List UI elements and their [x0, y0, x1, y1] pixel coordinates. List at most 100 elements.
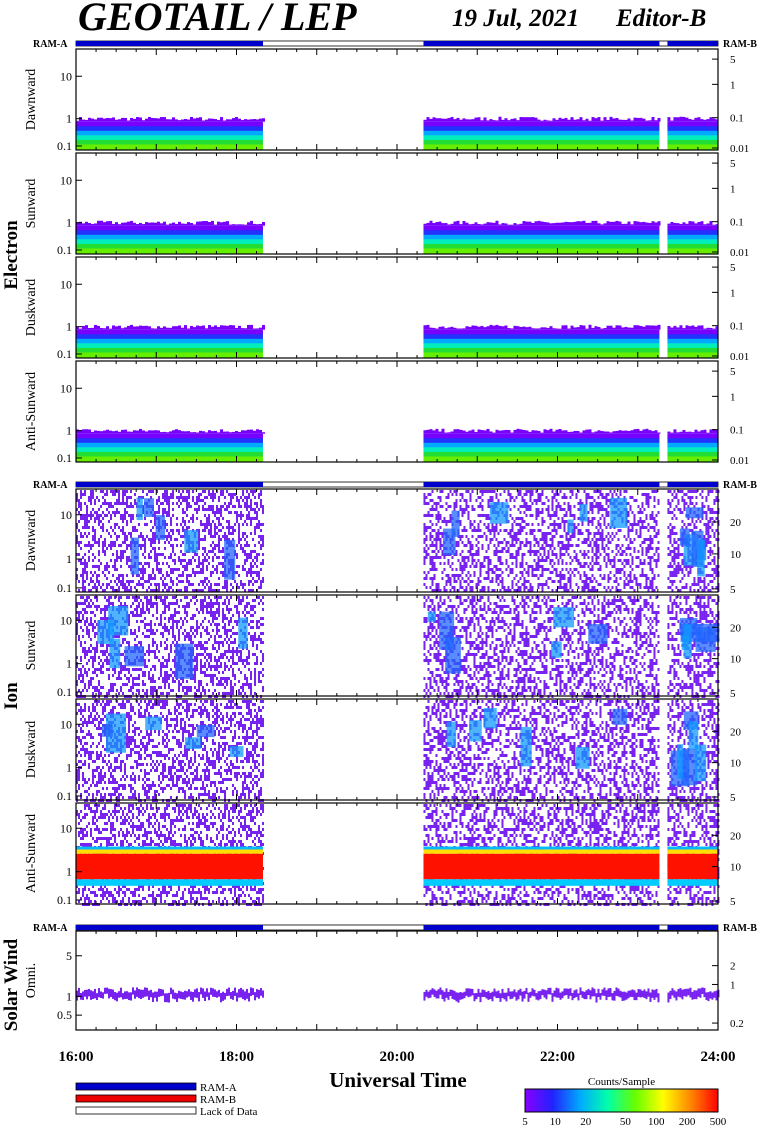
- ion-count-pixel: [186, 505, 188, 508]
- ion-count-pixel: [122, 490, 124, 493]
- ion-count-pixel: [683, 574, 686, 577]
- spectrum-noise: [181, 223, 184, 226]
- spectrum-noise: [706, 223, 710, 226]
- ion-count-pixel: [693, 580, 696, 583]
- ion-count-pixel: [493, 532, 496, 535]
- spectrum-noise: [106, 117, 109, 122]
- ion-count-pixel: [595, 547, 598, 550]
- spectrum-noise: [262, 118, 265, 122]
- ion-count-pixel: [429, 577, 432, 580]
- ion-count-pixel: [208, 493, 210, 496]
- ion-count-pixel: [96, 565, 98, 568]
- ion-count-pixel: [683, 505, 686, 508]
- ion-count-pixel: [589, 541, 592, 544]
- ion-count-pixel: [591, 517, 594, 520]
- spectrum-noise: [516, 120, 520, 122]
- ion-count-pixel: [427, 502, 430, 505]
- ion-count-pixel: [633, 547, 636, 550]
- ion-count-pixel: [565, 535, 568, 538]
- ion-count-pixel: [673, 571, 676, 574]
- ion-count-pixel: [565, 550, 568, 553]
- spectrum-noise: [528, 326, 532, 330]
- ion-count-pixel: [156, 511, 158, 514]
- ion-count-pixel: [198, 556, 200, 559]
- ion-count-pixel: [711, 529, 714, 532]
- spectrum-band: [423, 144, 660, 150]
- ion-count-pixel: [647, 556, 650, 559]
- spectrum-noise: [175, 119, 178, 122]
- ion-count-pixel: [152, 568, 154, 571]
- ion-count-pixel: [465, 505, 468, 508]
- ion-count-pixel: [479, 505, 482, 508]
- ion-count-pixel: [78, 638, 80, 641]
- ion-count-pixel: [150, 550, 152, 553]
- ion-count-pixel: [585, 577, 588, 580]
- ion-count-pixel: [204, 526, 206, 529]
- ion-count-pixel: [641, 574, 644, 577]
- ion-count-pixel: [507, 547, 510, 550]
- ion-count-pixel: [447, 559, 450, 562]
- ion-count-pixel: [120, 665, 122, 668]
- ion-count-pixel: [152, 541, 154, 544]
- ion-count-pixel: [611, 586, 614, 589]
- ion-count-pixel: [92, 496, 94, 499]
- ion-count-pixel: [172, 550, 174, 553]
- spectrum-noise: [444, 328, 448, 330]
- right-tick-label: 5: [730, 54, 736, 66]
- spectrum-noise: [603, 328, 607, 330]
- ion-count-pixel: [116, 583, 118, 586]
- ion-count-pixel: [677, 538, 680, 541]
- ion-count-pixel: [126, 683, 128, 686]
- ion-count-pixel: [607, 553, 610, 556]
- ion-count-pixel: [122, 532, 124, 535]
- spectrum-noise: [136, 326, 139, 330]
- spectrum-noise: [199, 430, 202, 434]
- spectrum-noise: [169, 119, 172, 122]
- ion-count-pixel: [705, 586, 708, 589]
- ion-count-pixel: [545, 583, 548, 586]
- ion-count-pixel: [715, 499, 718, 502]
- spectrum-noise: [447, 117, 451, 122]
- spectrum-noise: [525, 430, 529, 434]
- spectrum-noise: [694, 326, 698, 330]
- ion-count-pixel: [244, 553, 246, 556]
- ion-count-pixel: [539, 493, 542, 496]
- ion-count-pixel: [80, 508, 82, 511]
- ion-count-pixel: [601, 541, 604, 544]
- ion-count-pixel: [232, 586, 234, 589]
- ion-count-pixel: [96, 641, 98, 644]
- ion-count-pixel: [166, 496, 168, 499]
- ion-count-pixel: [204, 556, 206, 559]
- panel-label: Anti-Sunward: [24, 372, 39, 451]
- ion-count-pixel: [204, 496, 206, 499]
- spectrum-band: [667, 338, 718, 344]
- ion-count-pixel: [82, 665, 84, 668]
- ion-count-pixel: [222, 505, 224, 508]
- ion-count-pixel: [631, 562, 634, 565]
- ion-count-pixel: [240, 538, 242, 541]
- ion-count-pixel: [156, 556, 158, 559]
- ion-count-pixel: [134, 502, 136, 505]
- ion-count-pixel: [106, 692, 108, 695]
- spectrum-noise: [588, 120, 592, 122]
- spectrum-noise: [624, 119, 628, 122]
- ion-count-pixel: [88, 541, 90, 544]
- ion-count-pixel: [202, 547, 204, 550]
- ion-count-pixel: [176, 544, 178, 547]
- spectrum-noise: [477, 117, 481, 122]
- spectrum-noise: [127, 221, 130, 226]
- ion-count-pixel: [182, 565, 184, 568]
- ion-count-pixel: [599, 532, 602, 535]
- ion-count-pixel: [112, 529, 114, 532]
- spectrum-noise: [492, 325, 496, 330]
- ion-count-pixel: [595, 562, 598, 565]
- ion-count-pixel: [120, 553, 122, 556]
- ion-count-pixel: [507, 532, 510, 535]
- ion-count-pixel: [531, 523, 534, 526]
- spectrum-noise: [555, 328, 559, 330]
- ion-count-pixel: [184, 499, 186, 502]
- ion-count-pixel: [246, 544, 248, 547]
- ion-count-pixel: [545, 568, 548, 571]
- ion-count-pixel: [142, 496, 144, 499]
